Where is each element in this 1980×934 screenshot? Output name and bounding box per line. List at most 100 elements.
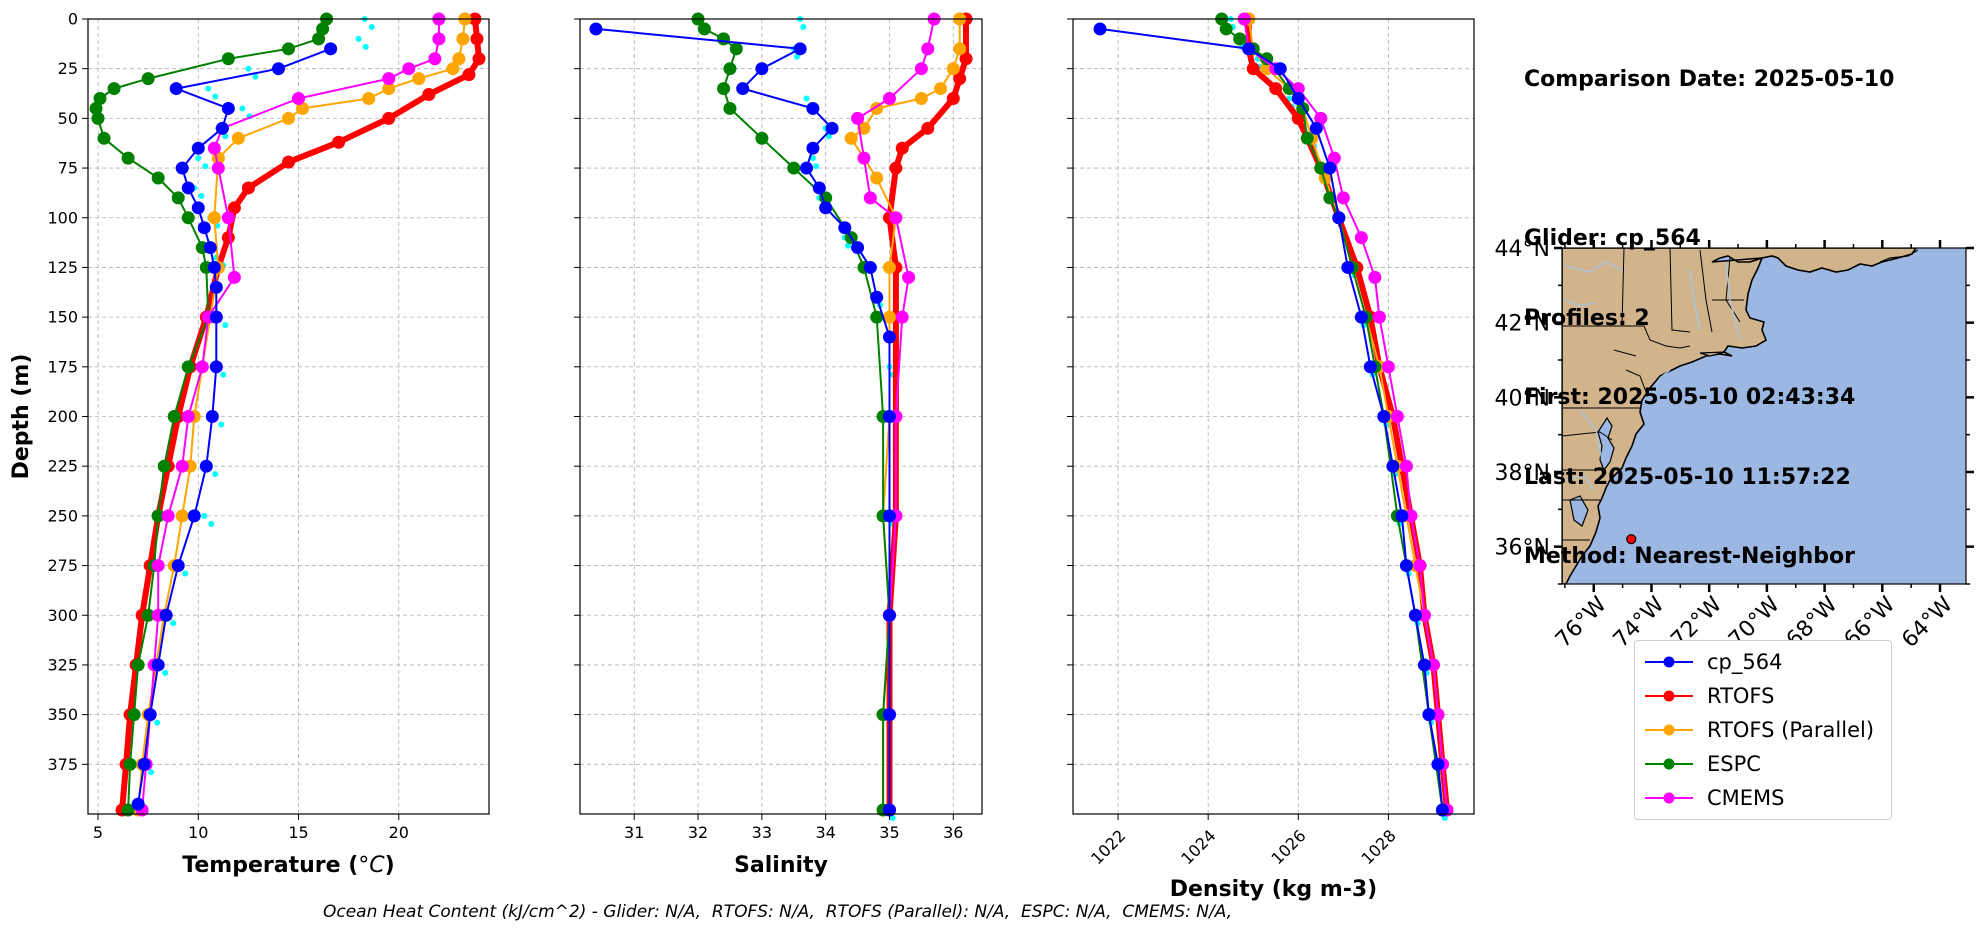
temperature-point-glider xyxy=(131,797,145,811)
temperature-point-cmems xyxy=(221,211,235,225)
temperature-point-cmems xyxy=(151,559,165,573)
temperature-point-rtofs xyxy=(282,155,295,169)
density-point-glider xyxy=(1354,310,1368,324)
temperature-point-espc xyxy=(107,82,121,96)
salinity-point-rtofs xyxy=(921,121,935,135)
temperature-point-glider xyxy=(181,181,195,195)
temperature-point-glider_raw xyxy=(222,133,229,140)
temperature-ytick-label: 375 xyxy=(47,755,78,774)
salinity-point-glider xyxy=(882,410,896,423)
temperature-point-espc xyxy=(151,171,165,185)
density-point-glider xyxy=(1309,121,1323,135)
glider-name: Glider: cp_564 xyxy=(1524,226,1701,251)
map-lat-label: 36°N xyxy=(1495,536,1550,561)
temperature-ytick-label: 200 xyxy=(47,407,78,426)
interpolation-method: Method: Nearest-Neighbor xyxy=(1524,544,1855,569)
density-line-rtofs xyxy=(1245,19,1450,811)
temperature-point-espc xyxy=(97,131,111,145)
density-point-cmems xyxy=(1390,410,1404,423)
map-land xyxy=(1562,248,1917,584)
density-point-glider xyxy=(1435,803,1449,817)
salinity-point-glider_raw xyxy=(803,95,810,102)
density-point-cmems xyxy=(1399,459,1413,473)
temperature-ytick-label: 25 xyxy=(58,59,78,78)
density-point-cmems xyxy=(1417,608,1431,622)
comparison-date: Comparison Date: 2025-05-10 xyxy=(1524,67,1895,92)
temperature-point-espc xyxy=(141,72,155,86)
temperature-point-glider_raw xyxy=(362,43,369,50)
salinity-point-glider_raw xyxy=(809,155,816,162)
temperature-point-espc xyxy=(91,111,105,125)
temperature-point-rtofs_parallel xyxy=(456,32,470,46)
temperature-point-rtofs xyxy=(422,88,436,102)
density-point-glider xyxy=(1422,708,1436,722)
temperature-point-glider_raw xyxy=(220,371,227,378)
density-series-rtofs xyxy=(1242,12,1454,817)
density-point-espc xyxy=(1219,22,1233,36)
temperature-ytick-label: 50 xyxy=(58,109,78,128)
salinity-point-espc xyxy=(717,82,731,96)
temperature-point-espc xyxy=(282,42,295,56)
temperature-point-glider xyxy=(175,161,189,175)
salinity-point-cmems xyxy=(921,42,935,56)
temperature-point-glider xyxy=(209,360,223,374)
first-profile-time: First: 2025-05-10 02:43:34 xyxy=(1524,385,1856,410)
density-point-glider xyxy=(1093,22,1107,36)
temperature-point-espc xyxy=(181,211,195,225)
temperature-point-espc xyxy=(221,52,235,66)
temperature-point-glider xyxy=(207,260,221,274)
temperature-point-glider_raw xyxy=(218,421,225,428)
density-point-glider xyxy=(1341,260,1355,274)
temperature-point-glider_raw xyxy=(245,65,252,72)
temperature-point-glider xyxy=(199,459,213,473)
salinity-point-glider xyxy=(851,241,865,255)
temperature-point-rtofs xyxy=(332,135,346,149)
comparison-info: Comparison Date: 2025-05-10 Glider: cp_5… xyxy=(1524,14,1894,597)
temperature-point-espc xyxy=(127,708,141,722)
legend-item-rtofs-parallel: RTOFS (Parallel) xyxy=(1643,715,1874,745)
temperature-point-cmems xyxy=(428,52,442,66)
glider-location-marker xyxy=(1626,534,1637,545)
temperature-point-cmems xyxy=(402,62,416,76)
temperature-point-espc xyxy=(121,151,135,165)
temperature-point-rtofs xyxy=(472,52,486,66)
density-xtick-label: 1026 xyxy=(1267,826,1309,868)
density-point-glider xyxy=(1363,360,1377,374)
salinity-point-glider xyxy=(589,22,603,36)
density-line-rtofs_parallel xyxy=(1247,18,1448,811)
salinity-point-rtofs xyxy=(889,161,903,175)
legend-swatch-espc xyxy=(1645,758,1693,770)
legend: cp_564 RTOFS RTOFS (Parallel) ESPC CMEMS xyxy=(1634,640,1892,820)
density-point-cmems xyxy=(1372,310,1386,324)
legend-swatch-rtofs-parallel xyxy=(1645,724,1693,736)
salinity-point-espc xyxy=(723,101,737,115)
temperature-ytick-label: 0 xyxy=(68,10,78,29)
temperature-x-label: Temperature (°C) xyxy=(182,853,394,878)
map-lon-label: 64°W xyxy=(1897,592,1958,653)
temperature-point-glider_raw xyxy=(154,719,161,726)
ocean-heat-content-footer: Ocean Heat Content (kJ/cm^2) - Glider: N… xyxy=(323,902,1233,922)
temperature-point-glider_raw xyxy=(148,769,155,776)
temperature-ytick-label: 150 xyxy=(47,308,78,327)
temperature-point-rtofs_parallel xyxy=(175,509,189,523)
temperature-point-espc xyxy=(316,22,330,36)
temperature-point-glider_raw xyxy=(195,155,202,162)
temperature-point-glider_raw xyxy=(212,471,219,478)
temperature-point-glider_raw xyxy=(162,669,169,676)
density-point-cmems xyxy=(1381,360,1395,374)
density-point-glider xyxy=(1417,658,1431,672)
salinity-point-espc xyxy=(697,22,711,36)
temperature-point-espc xyxy=(151,509,165,523)
legend-swatch-rtofs xyxy=(1645,690,1693,702)
temperature-point-rtofs_parallel xyxy=(296,101,310,115)
legend-swatch-glider xyxy=(1645,656,1693,668)
salinity-series-rtofs_parallel xyxy=(844,12,967,817)
temperature-point-glider xyxy=(197,221,211,235)
salinity-point-rtofs_parallel xyxy=(882,310,896,324)
temperature-ytick-label: 225 xyxy=(47,457,78,476)
density-axes-frame xyxy=(1072,18,1475,815)
temperature-point-rtofs_parallel xyxy=(446,62,460,76)
density-point-cmems xyxy=(1314,111,1328,125)
temperature-point-glider_raw xyxy=(239,105,246,112)
temperature-point-glider xyxy=(143,708,157,722)
